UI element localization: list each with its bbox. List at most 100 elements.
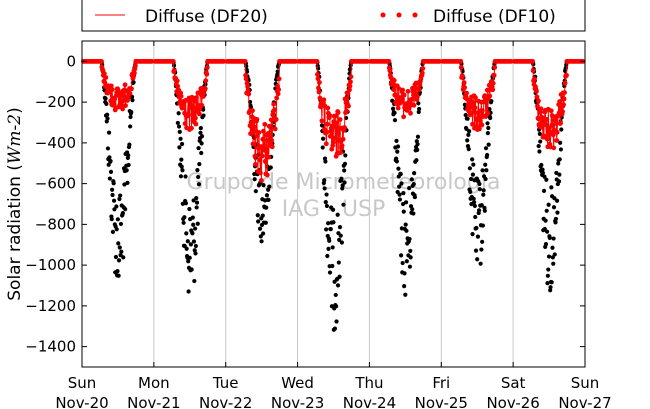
df10-point	[562, 80, 568, 86]
global-point	[114, 204, 119, 209]
global-point	[193, 251, 198, 256]
df10-point	[347, 83, 353, 89]
global-point	[483, 162, 488, 167]
df10-point	[335, 110, 341, 115]
df10-point	[338, 150, 344, 155]
global-point	[124, 168, 129, 173]
global-point	[106, 130, 112, 135]
df10-point	[133, 63, 138, 69]
df10-point	[548, 108, 554, 114]
global-point	[411, 182, 416, 187]
global-point	[541, 188, 547, 193]
df10-point	[330, 139, 336, 145]
global-point	[484, 168, 489, 173]
global-point	[397, 192, 402, 197]
legend-label-df10: Diffuse (DF10)	[433, 7, 556, 27]
series-df10-dots	[81, 58, 586, 183]
global-point	[193, 243, 198, 249]
global-point	[468, 176, 474, 182]
global-point	[396, 166, 401, 171]
global-point	[545, 273, 550, 278]
global-point	[193, 226, 198, 231]
global-point	[557, 157, 562, 162]
df10-point	[269, 138, 275, 143]
global-point	[196, 182, 202, 187]
x-tick-label-date: Nov-26	[486, 394, 539, 409]
df10-point	[276, 76, 282, 82]
df10-point	[264, 149, 270, 155]
global-point	[545, 229, 550, 234]
df10-point	[405, 88, 411, 94]
df10-point	[538, 106, 544, 112]
df10-point	[293, 58, 298, 64]
global-point	[473, 214, 478, 220]
df10-point	[554, 138, 560, 143]
global-point	[114, 227, 119, 232]
global-point	[330, 263, 335, 269]
x-tick-label-day: Fri	[432, 374, 450, 392]
global-point	[257, 226, 263, 231]
global-point	[489, 98, 494, 104]
global-point	[481, 188, 486, 193]
global-point	[323, 200, 328, 205]
legend-dot-df10-b	[396, 12, 402, 18]
global-point	[479, 203, 484, 208]
global-point	[198, 130, 203, 135]
df10-point	[544, 136, 550, 142]
global-point	[537, 149, 542, 154]
df10-point	[420, 66, 426, 71]
global-point	[338, 233, 343, 238]
global-point	[337, 225, 343, 230]
global-point	[176, 111, 181, 116]
global-point	[178, 174, 184, 179]
global-point	[324, 192, 329, 197]
x-tick-label-day: Mon	[138, 374, 170, 392]
global-point	[116, 241, 121, 246]
global-point	[540, 167, 545, 172]
global-point	[335, 283, 341, 288]
df10-point	[347, 87, 352, 93]
global-point	[322, 186, 327, 191]
global-point	[195, 168, 200, 173]
global-point	[411, 211, 416, 216]
global-point	[189, 267, 194, 272]
df10-point	[470, 109, 476, 115]
df10-point	[199, 102, 205, 108]
global-point	[336, 260, 341, 265]
x-tick-label-date: Nov-22	[199, 394, 252, 409]
global-point	[542, 174, 547, 179]
global-point	[330, 245, 335, 250]
df10-point	[551, 145, 557, 151]
global-point	[392, 110, 397, 115]
df10-point	[462, 85, 468, 90]
global-point	[553, 220, 558, 225]
global-point	[412, 171, 417, 176]
global-point	[263, 220, 268, 225]
global-point	[117, 196, 122, 202]
global-point	[486, 125, 491, 131]
df10-point	[266, 123, 272, 129]
global-point	[123, 207, 128, 212]
df10-point	[532, 76, 537, 82]
global-point	[194, 200, 200, 205]
df10-point	[262, 121, 268, 127]
df10-point	[178, 93, 184, 99]
global-point	[552, 252, 557, 257]
global-point	[398, 172, 403, 177]
df10-point	[329, 146, 335, 152]
df10-point	[472, 105, 478, 111]
global-point	[481, 192, 486, 197]
df10-point	[342, 96, 348, 102]
global-point	[194, 196, 199, 201]
df10-point	[490, 87, 496, 93]
global-point	[408, 255, 413, 260]
global-point	[330, 207, 336, 212]
df10-point	[196, 111, 202, 117]
global-point	[400, 260, 405, 266]
global-point	[470, 232, 475, 237]
df10-point	[327, 113, 333, 118]
global-point	[470, 157, 475, 162]
global-point	[408, 248, 413, 254]
global-point	[480, 223, 486, 228]
